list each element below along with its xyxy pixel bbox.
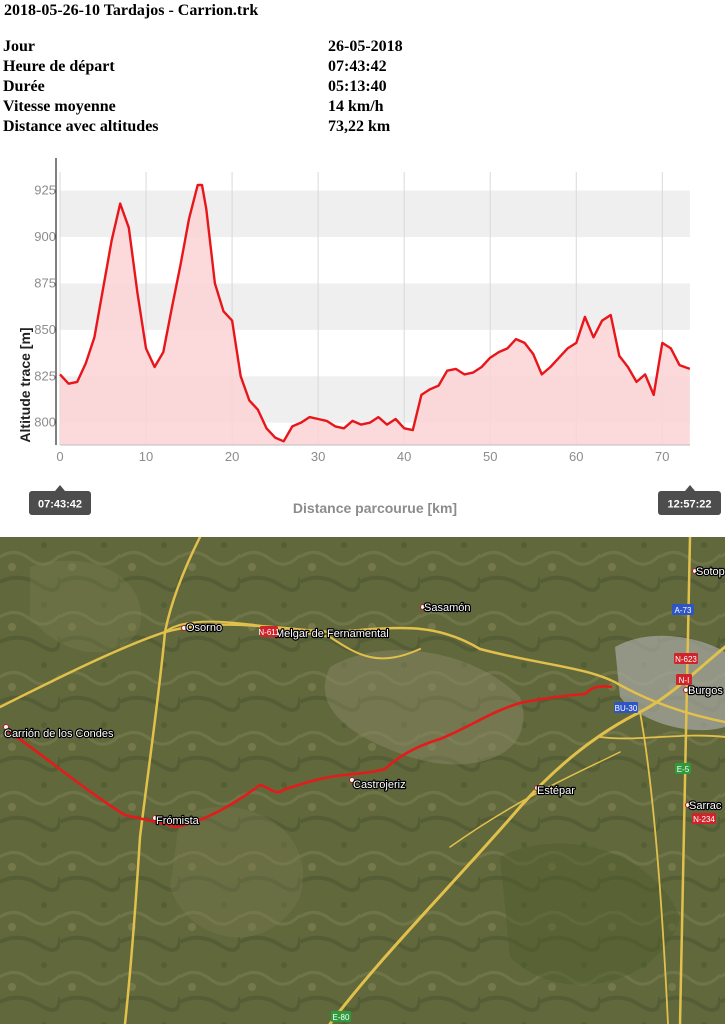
y-axis-label: Altitude trace [m] xyxy=(17,327,33,442)
terrain-patch xyxy=(500,843,680,985)
roads xyxy=(0,537,725,1024)
road xyxy=(123,537,202,1024)
road-shield-a73-label: A-73 xyxy=(675,606,692,615)
road xyxy=(0,623,725,724)
road xyxy=(449,751,621,848)
road-shield-ni: N-I xyxy=(676,674,692,685)
info-value-day: 26-05-2018 xyxy=(328,38,403,55)
y-tick-label: 800 xyxy=(34,415,56,430)
pin-osorno[interactable] xyxy=(181,625,187,631)
pin-sarrac[interactable] xyxy=(685,802,691,808)
terrain-background xyxy=(0,537,725,1024)
end-time-badge: 12:57:22 xyxy=(658,485,721,515)
chart-band xyxy=(60,190,690,237)
start-time-badge: 07:43:42 xyxy=(29,485,91,515)
y-tick-label: 825 xyxy=(34,368,56,383)
x-tick-label: 70 xyxy=(655,449,669,464)
info-row-start-time: Heure de départ 07:43:42 xyxy=(3,58,703,78)
road-shield-n234: N-234 xyxy=(692,813,716,824)
road-shield-bu30: BU-30 xyxy=(614,702,638,713)
road-shield-ni-label: N-I xyxy=(679,676,690,685)
info-label-duration: Durée xyxy=(3,78,45,95)
road-shield-n611-label: N-611 xyxy=(258,628,280,637)
map-label-castrojeriz[interactable]: Castrojeriz xyxy=(352,778,407,792)
road xyxy=(164,620,421,660)
map-label-burgos[interactable]: Burgos xyxy=(687,684,725,698)
road-shield-n234-label: N-234 xyxy=(693,815,715,824)
x-axis-label: Distance parcourue [km] xyxy=(293,500,457,516)
chart-axes: 0 10 20 30 40 50 60 70 800 825 850 875 900 925 xyxy=(34,158,690,464)
map-label-fromista[interactable]: Frómista xyxy=(155,814,201,828)
y-tick-label: 850 xyxy=(34,322,56,337)
road-shield-a73: A-73 xyxy=(672,604,694,615)
road-shield-e5-label: E-5 xyxy=(677,765,690,774)
info-row-avg-speed: Vitesse moyenne 14 km/h xyxy=(3,98,703,118)
chart-band xyxy=(60,283,690,330)
map-label-sotop[interactable]: Sotop xyxy=(695,565,725,579)
track-title: 2018-05-26-10 Tardajos - Carrion.trk xyxy=(4,2,259,19)
x-tick-label: 60 xyxy=(569,449,583,464)
map-label-osorno[interactable]: Osorno xyxy=(185,621,223,635)
altitude-area xyxy=(60,185,690,445)
info-row-day: Jour 26-05-2018 xyxy=(3,38,703,58)
road xyxy=(328,645,725,1024)
terrain-patch xyxy=(170,806,304,938)
info-value-start-time: 07:43:42 xyxy=(328,58,387,75)
altitude-profile-chart: 0 10 20 30 40 50 60 70 800 825 850 875 900 925 Altitu… xyxy=(17,158,721,516)
info-value-distance: 73,22 km xyxy=(328,118,391,135)
terrain-patch xyxy=(324,650,524,765)
x-tick-label: 20 xyxy=(225,449,239,464)
map-label-sarrac[interactable]: Sarrac xyxy=(688,799,723,813)
end-time-label: 12:57:22 xyxy=(667,499,711,511)
info-row-distance: Distance avec altitudes 73,22 km xyxy=(3,118,703,138)
map-label-carrion[interactable]: Carrión de los Condes xyxy=(3,727,115,741)
map-label-estepar[interactable]: Estépar xyxy=(536,784,577,798)
road-shield-e5: E-5 xyxy=(675,763,691,774)
road-shield-n611: N-611 xyxy=(258,626,280,637)
y-tick-label: 900 xyxy=(34,229,56,244)
pin-carrion[interactable] xyxy=(3,724,9,730)
map-label-sasamon[interactable]: Sasamón xyxy=(423,601,472,615)
altitude-line xyxy=(59,183,691,443)
pin-burgos[interactable] xyxy=(683,687,689,693)
pin-sotop[interactable] xyxy=(692,568,698,574)
pin-estepar[interactable] xyxy=(534,785,540,791)
road-shield-n623: N-623 xyxy=(674,653,698,664)
info-label-day: Jour xyxy=(3,38,35,55)
y-tick-label: 875 xyxy=(34,275,56,290)
road xyxy=(639,711,669,1024)
map-label-melgar[interactable]: Melgar de Fernamental xyxy=(274,627,390,641)
chart-series xyxy=(59,183,691,445)
pin-sasamon[interactable] xyxy=(420,604,426,610)
info-label-start-time: Heure de départ xyxy=(3,58,115,75)
map-labels: Osorno Melgar de Fernamental Sasamón Sot… xyxy=(3,565,725,828)
x-tick-label: 50 xyxy=(483,449,497,464)
satellite-map[interactable]: Osorno Melgar de Fernamental Sasamón Sot… xyxy=(0,537,725,1024)
start-time-label: 07:43:42 xyxy=(38,499,82,511)
pin-castrojeriz[interactable] xyxy=(349,777,355,783)
map-canvas[interactable]: Osorno Melgar de Fernamental Sasamón Sot… xyxy=(0,537,725,1024)
road xyxy=(599,734,725,740)
info-label-distance: Distance avec altitudes xyxy=(3,118,159,135)
road-shields: A-73 N-623 N-I BU-30 E-5 N-234 xyxy=(258,604,716,1022)
info-label-avg-speed: Vitesse moyenne xyxy=(3,98,116,115)
road-shield-e80-label: E-80 xyxy=(333,1013,350,1022)
x-tick-label: 30 xyxy=(311,449,325,464)
info-row-duration: Durée 05:13:40 xyxy=(3,78,703,98)
x-tick-label: 10 xyxy=(139,449,153,464)
x-tick-label: 40 xyxy=(397,449,411,464)
pin-fromista[interactable] xyxy=(152,815,158,821)
track-info-table: Jour 26-05-2018 Heure de départ 07:43:42… xyxy=(3,38,703,138)
x-tick-label: 0 xyxy=(56,449,63,464)
info-value-duration: 05:13:40 xyxy=(328,78,387,95)
gps-track xyxy=(4,684,613,829)
terrain-patch xyxy=(30,560,142,653)
y-tick-label: 925 xyxy=(34,183,56,198)
road-shield-e80: E-80 xyxy=(331,1011,351,1022)
info-value-avg-speed: 14 km/h xyxy=(328,98,384,115)
road-shield-bu30-label: BU-30 xyxy=(615,704,638,713)
road-shield-n623-label: N-623 xyxy=(675,655,697,664)
